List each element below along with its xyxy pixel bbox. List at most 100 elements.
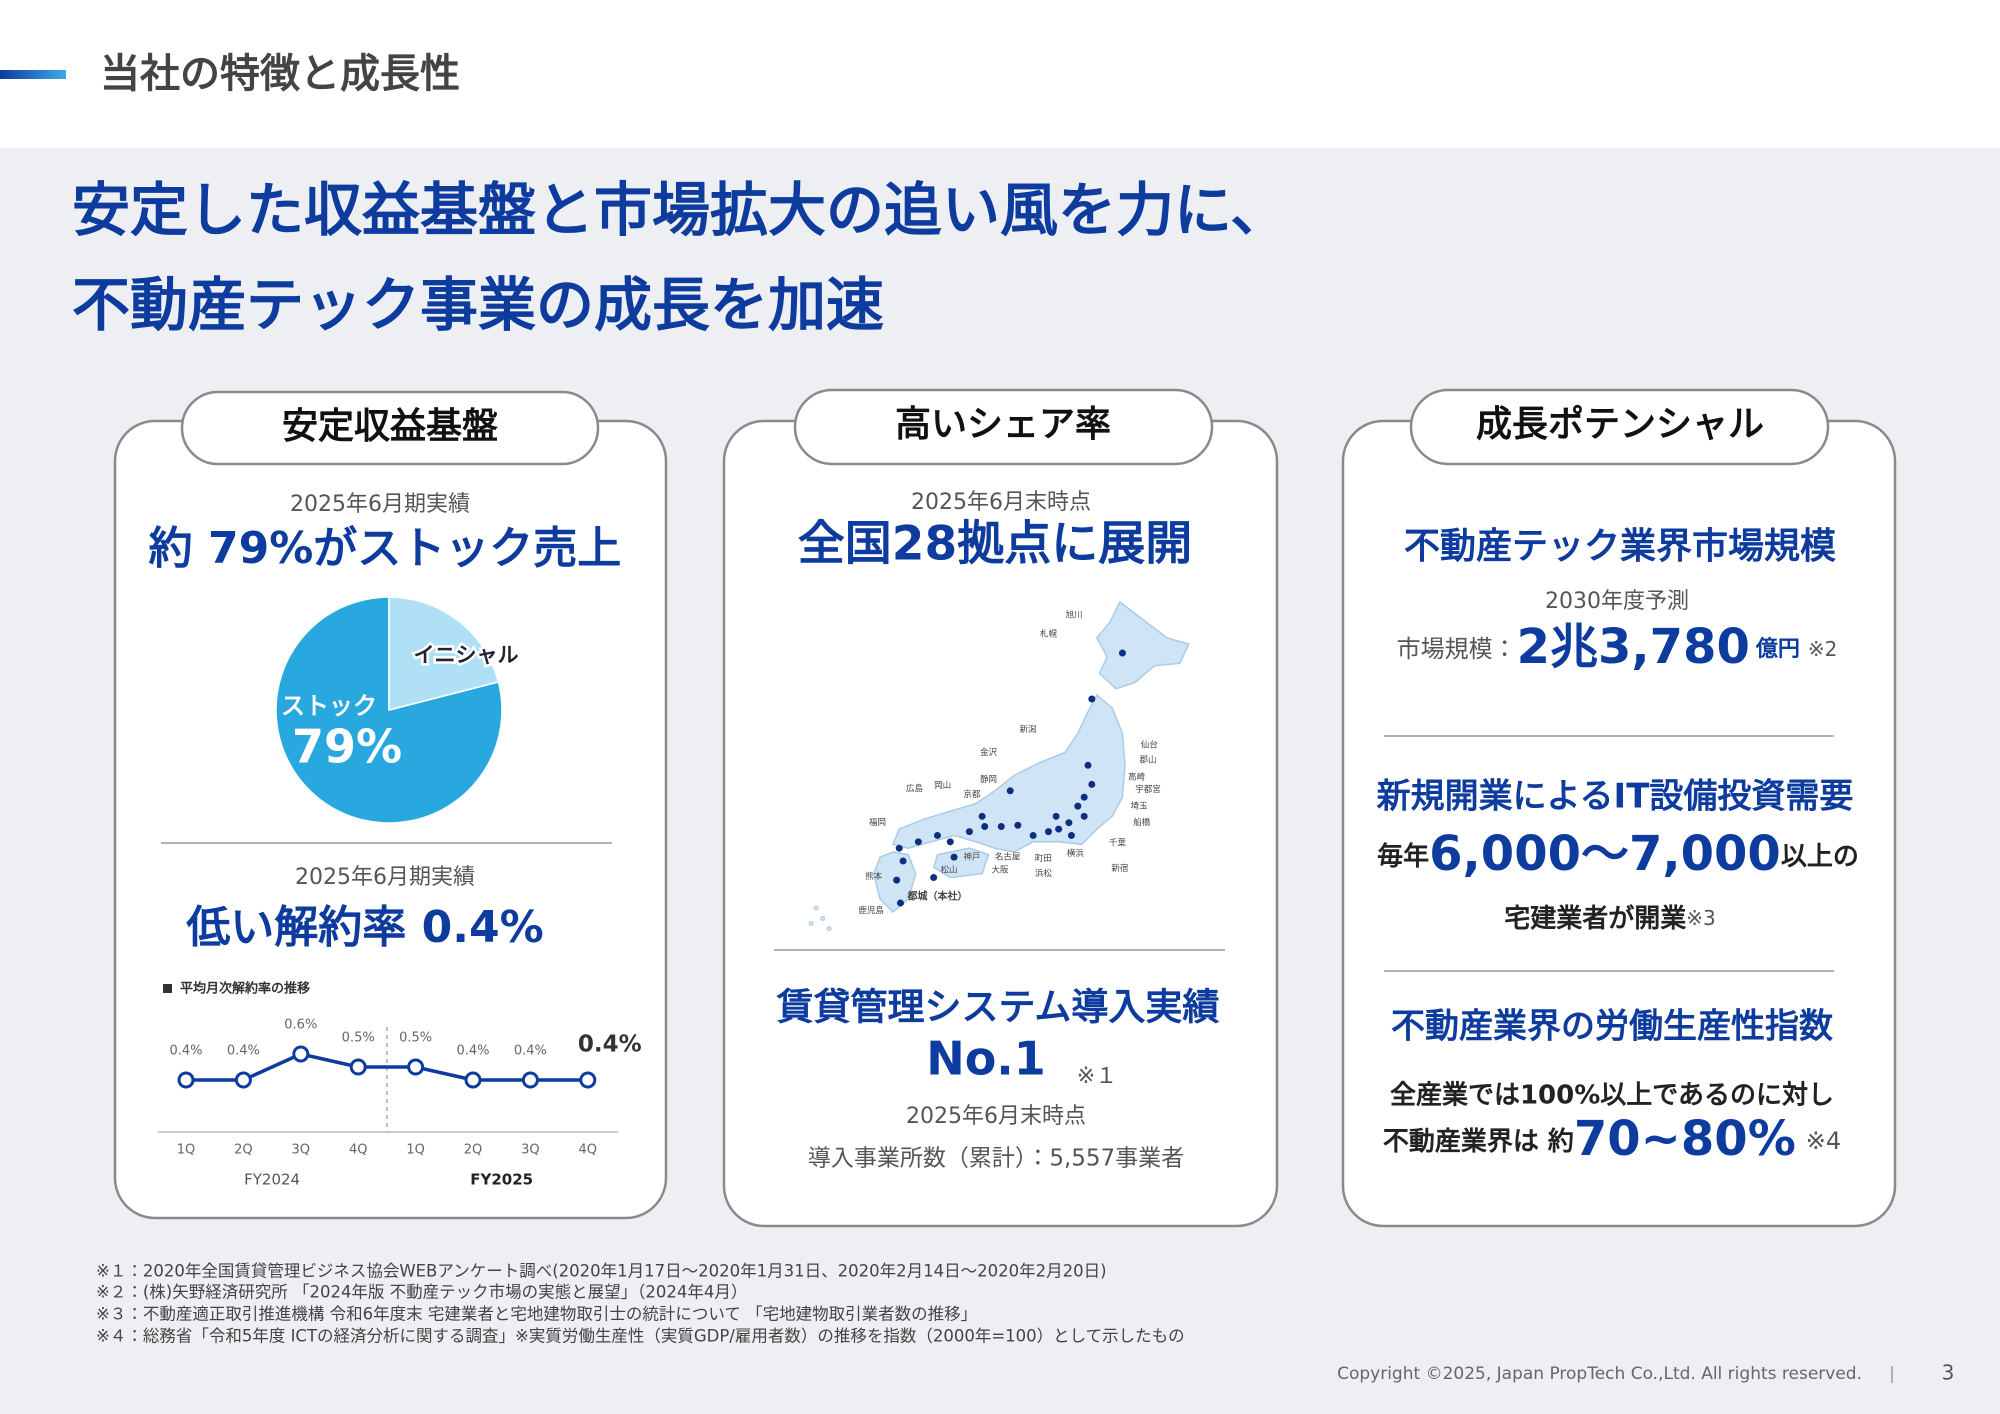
map-label: 大阪 [991, 864, 1009, 875]
map-label: 都城（本社） [906, 890, 967, 903]
headline: 不動産テック事業の成長を加速 [72, 271, 884, 339]
period: 2025年6月末時点 [906, 1104, 1086, 1129]
headline: 安定した収益基盤と市場拡大の追い風を力に、 [72, 176, 1288, 244]
unit: 億円 [1755, 636, 1800, 662]
map-label: 京都 [963, 790, 981, 800]
office-dot [1080, 793, 1088, 801]
office-dot [897, 899, 905, 907]
office-dot [1080, 812, 1088, 820]
map-label: 広島 [906, 783, 924, 794]
map-label: 神戸 [963, 852, 980, 863]
point [234, 1071, 252, 1089]
map-label: 千葉 [1109, 838, 1127, 849]
x-tick-label: 2Q [464, 1143, 483, 1158]
office-dot [981, 823, 989, 831]
copyright: Copyright ©2025, Japan PropTech Co.,Ltd.… [1337, 1364, 1862, 1384]
map-label: 岡山 [934, 781, 951, 791]
footnote: ※３：不動産適正取引推進機構 令和6年度末 宅建業者と宅地建物取引士の統計につい… [96, 1305, 977, 1324]
office-dot [933, 831, 941, 839]
value-label: 0.6% [284, 1018, 317, 1033]
line [186, 1052, 588, 1082]
footnote: ※４：総務省「令和5年度 ICTの経済分析に関する調査」※実質労働生産性（実質G… [96, 1327, 1185, 1346]
office-dot [1029, 831, 1037, 839]
card-tab [1409, 388, 1830, 466]
card-heading: 約 79%がストック売上 [149, 523, 622, 574]
office-dot [914, 838, 922, 846]
note-mark: ※１ [1077, 1064, 1117, 1089]
office-dot [1044, 828, 1052, 836]
period: 2030年度予測 [1545, 589, 1689, 614]
value-label: 0.4% [456, 1044, 489, 1059]
office-dot [930, 874, 938, 882]
period: 2025年6月期実績 [295, 865, 475, 890]
island [826, 926, 832, 932]
value: 6,000〜7,000 [1429, 826, 1781, 882]
land [1096, 600, 1190, 690]
tab-label: 成長ポテンシャル [1476, 403, 1764, 445]
map-label: 高崎 [1128, 771, 1146, 782]
text: 全産業では100%以上であるのに対し [1390, 1081, 1834, 1111]
pie-label: イニシャル [414, 643, 519, 667]
map-label: 仙台 [1141, 739, 1159, 750]
map-label: 松山 [940, 864, 957, 875]
map-label: 静岡 [980, 774, 997, 785]
value-label: 0.4% [227, 1044, 260, 1059]
section-heading: 不動産業界の労働生産性指数 [1391, 1007, 1833, 1047]
point [579, 1071, 597, 1089]
office-dot [1014, 821, 1022, 829]
office-dot [1088, 695, 1096, 703]
x-tick-label: 1Q [177, 1143, 196, 1158]
x-tick-label: 2Q [234, 1143, 253, 1158]
productivity: 不動産業界は 約70~80% ※4 [1383, 1111, 1841, 1167]
market-size: 市場規模：2兆3,780 億円 ※2 [1397, 619, 1838, 675]
footnote: ※１：2020年全国賃貸管理ビジネス協会WEBアンケート調べ(2020年1月17… [96, 1262, 1107, 1281]
header-band [0, 0, 2000, 148]
map-label: 金沢 [980, 747, 998, 758]
office-dot [978, 812, 986, 820]
point [177, 1071, 195, 1089]
office-dot [997, 823, 1005, 831]
card-heading: 全国28拠点に展開 [798, 517, 1192, 572]
x-tick-label: 1Q [406, 1143, 425, 1158]
office-dot [1052, 812, 1060, 820]
detail: 導入事業所数（累計）：5,557事業者 [808, 1146, 1184, 1172]
map-label: 町田 [1035, 854, 1052, 864]
pie-value-label: 79% [292, 720, 402, 774]
value: 2兆3,780 [1517, 619, 1750, 675]
x-tick-label: 4Q [579, 1143, 598, 1158]
point [407, 1058, 425, 1076]
office-dot [893, 876, 901, 884]
text: 宅建業者が開業 [1504, 903, 1686, 934]
card-tab [180, 390, 600, 466]
land [891, 693, 1126, 853]
line-chart: 0.4% 1Q 0.4% 2Q 0.6% 3Q 0.5% 4Q 0.5% 1Q 0.4% 2Q 0.4%… [158, 1018, 642, 1189]
text: 以上の [1781, 842, 1859, 872]
map-label: 福岡 [869, 817, 886, 828]
card-heading: 賃貸管理システム導入実績 [776, 986, 1220, 1029]
rank: No.1 [926, 1032, 1046, 1086]
header-title: 当社の特徴と成長性 [100, 51, 460, 97]
value-label: 0.4% [514, 1044, 547, 1059]
note-mark: ※2 [1808, 637, 1837, 661]
group-label: FY2025 [470, 1171, 533, 1189]
map-label: 浜松 [1035, 868, 1053, 879]
page-number: 3 [1942, 1361, 1955, 1385]
map-label: 鹿児島 [858, 905, 884, 916]
point [521, 1071, 539, 1089]
note-mark: ※4 [1806, 1127, 1841, 1155]
legend-square [163, 984, 172, 993]
footnote: ※２：(株)矢野経済研究所 「2024年版 不動産テック市場の実態と展望」（20… [96, 1283, 747, 1302]
value-label: 0.4% [169, 1044, 202, 1059]
island [820, 915, 826, 921]
office-dot [1067, 831, 1075, 839]
map-label: 船橋 [1133, 817, 1151, 828]
demand: 宅建業者が開業※3 [1504, 903, 1716, 934]
demand: 毎年6,000〜7,000以上の [1377, 826, 1859, 882]
island [813, 905, 819, 911]
map-label: 新宿 [1111, 863, 1128, 874]
map-label: 宇都宮 [1135, 784, 1161, 795]
office-dot [1074, 802, 1082, 810]
